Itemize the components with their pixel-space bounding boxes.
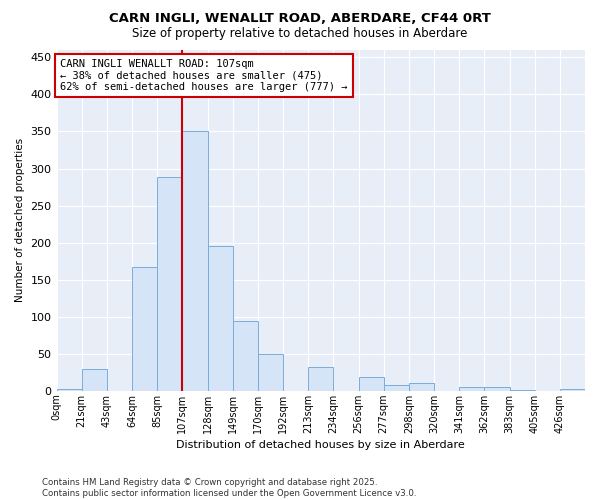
Bar — [132, 267, 157, 391]
Text: Contains HM Land Registry data © Crown copyright and database right 2025.
Contai: Contains HM Land Registry data © Crown c… — [42, 478, 416, 498]
Bar — [157, 178, 182, 391]
Bar — [359, 378, 383, 391]
Text: CARN INGLI, WENALLT ROAD, ABERDARE, CF44 0RT: CARN INGLI, WENALLT ROAD, ABERDARE, CF44… — [109, 12, 491, 26]
Bar — [409, 384, 434, 391]
X-axis label: Distribution of detached houses by size in Aberdare: Distribution of detached houses by size … — [176, 440, 465, 450]
Bar — [258, 354, 283, 391]
Bar — [560, 388, 585, 391]
Text: Size of property relative to detached houses in Aberdare: Size of property relative to detached ho… — [133, 28, 467, 40]
Bar — [484, 387, 509, 391]
Bar — [182, 132, 208, 391]
Bar — [383, 385, 409, 391]
Bar — [82, 368, 107, 391]
Bar — [308, 367, 334, 391]
Bar — [233, 321, 258, 391]
Bar — [509, 390, 535, 391]
Y-axis label: Number of detached properties: Number of detached properties — [15, 138, 25, 302]
Bar — [459, 387, 484, 391]
Bar — [208, 246, 233, 391]
Bar — [56, 390, 82, 391]
Text: CARN INGLI WENALLT ROAD: 107sqm
← 38% of detached houses are smaller (475)
62% o: CARN INGLI WENALLT ROAD: 107sqm ← 38% of… — [61, 59, 348, 92]
